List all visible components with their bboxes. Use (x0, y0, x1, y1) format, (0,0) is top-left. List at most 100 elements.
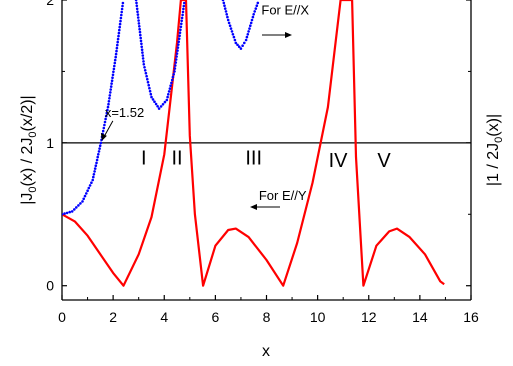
region-label: IV (329, 150, 349, 172)
blue-dot (143, 66, 146, 69)
x-tick-label: 4 (160, 309, 168, 325)
blue-dot (113, 58, 117, 62)
blue-dot (231, 33, 235, 36)
blue-dot (118, 28, 121, 32)
blue-dot (83, 194, 87, 198)
blue-dot (177, 43, 180, 46)
series-blue-dotted (62, 0, 260, 216)
blue-dot (171, 75, 175, 79)
blue-dot (109, 91, 112, 94)
blue-dot (92, 175, 95, 179)
blue-dot (244, 38, 248, 42)
blue-dot (178, 31, 182, 34)
blue-dot (180, 22, 183, 26)
legend-text-e-y: For E//Y (259, 188, 307, 203)
blue-dot (226, 15, 229, 19)
blue-dot (177, 40, 180, 43)
blue-dot (107, 100, 111, 103)
blue-dot (170, 81, 173, 85)
blue-dot (93, 167, 97, 170)
region-label: III (245, 147, 262, 169)
blue-dot (182, 7, 185, 11)
blue-dot (173, 67, 177, 70)
blue-dot (97, 153, 100, 156)
blue-dot (73, 208, 76, 211)
blue-dot (70, 210, 74, 213)
blue-dot (176, 46, 180, 49)
blue-dot (103, 123, 106, 127)
blue-dot (121, 4, 124, 8)
blue-dot (117, 34, 120, 38)
blue-dot (153, 100, 156, 103)
blue-dot (178, 34, 181, 37)
blue-dot (138, 25, 141, 28)
legend-arrow-e-y (250, 204, 280, 210)
blue-dot (166, 95, 169, 99)
blue-dot (136, 10, 139, 13)
blue-dot (88, 184, 92, 187)
blue-dot (111, 73, 115, 77)
blue-dot (159, 105, 163, 108)
blue-dot (229, 27, 233, 30)
blue-dot (95, 158, 99, 162)
blue-dot (176, 49, 179, 52)
blue-dot (168, 87, 172, 90)
blue-dot (234, 41, 238, 45)
blue-dot (111, 76, 114, 79)
blue-dot (116, 40, 119, 44)
blue-dot (174, 64, 177, 67)
blue-dot (245, 35, 249, 39)
x-tick-label: 2 (109, 309, 117, 325)
blue-dot (243, 41, 246, 45)
blue-dot (223, 7, 227, 10)
legend-text-e-x: For E//X (261, 2, 309, 17)
blue-dot (141, 57, 145, 60)
blue-dot (98, 144, 102, 147)
blue-dot (167, 90, 171, 93)
region-label: I (141, 147, 147, 169)
blue-dot (236, 43, 239, 47)
x-tick-label: 10 (310, 309, 326, 325)
blue-dot (139, 36, 142, 40)
blue-dot (120, 7, 124, 11)
blue-dot (87, 186, 91, 190)
y-axis-title-left: |J0(x) / 2J0(x/2)| (19, 95, 39, 204)
blue-dot (92, 173, 96, 176)
blue-dot (140, 48, 144, 51)
legend-arrow-e-x (262, 32, 292, 38)
blue-dot (99, 141, 103, 145)
blue-dot (174, 61, 178, 64)
x-tick-label: 0 (58, 309, 66, 325)
blue-dot (120, 10, 123, 14)
blue-dot (181, 10, 185, 14)
blue-dot (146, 77, 149, 81)
blue-dot (139, 33, 142, 37)
blue-dot (163, 100, 167, 104)
blue-dot (77, 204, 80, 207)
blue-dot (154, 102, 158, 106)
blue-dot (96, 155, 99, 159)
blue-dot (114, 52, 118, 56)
blue-dot (232, 35, 236, 39)
blue-dot (173, 70, 176, 73)
blue-dot (135, 4, 139, 8)
blue-dot (148, 89, 152, 93)
blue-dot (249, 21, 253, 25)
x-tick-label: 14 (412, 309, 428, 325)
blue-dot (165, 98, 169, 102)
blue-dot (237, 45, 241, 48)
blue-dot (156, 105, 159, 108)
blue-dot (137, 19, 140, 22)
blue-dot (79, 202, 82, 205)
blue-dot (81, 200, 84, 203)
blue-dot (115, 46, 119, 50)
tick-marks (61, 0, 472, 300)
blue-dot (112, 67, 116, 71)
blue-dot (149, 92, 153, 96)
blue-dot (145, 74, 148, 78)
point-annotation-label: x=1.52 (105, 105, 144, 120)
x-axis-title: x (262, 343, 270, 360)
blue-dot (230, 30, 234, 33)
blue-dot (116, 43, 119, 47)
